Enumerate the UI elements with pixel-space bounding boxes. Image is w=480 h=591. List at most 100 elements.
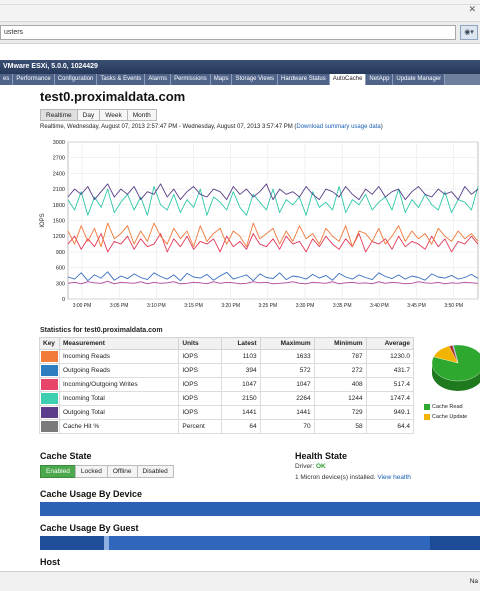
- cell-average: 64.4: [365, 419, 415, 434]
- cache-pie-chart: [431, 344, 480, 391]
- key-swatch: [39, 363, 60, 378]
- column-header-latest[interactable]: Latest: [221, 337, 261, 350]
- table-row[interactable]: Incoming Total IOPS 2150 2264 1244 1747.4: [39, 391, 415, 406]
- cache-state-locked-button[interactable]: Locked: [74, 465, 108, 478]
- view-tab-week[interactable]: Week: [99, 109, 128, 121]
- cache-state-title: Cache State: [40, 451, 92, 461]
- series-line-incoming-reads: [67, 222, 479, 248]
- y-tick-label: 2700: [53, 156, 65, 162]
- x-tick-label: 3:20 PM: [221, 303, 240, 309]
- page-title: test0.proximaldata.com: [40, 89, 186, 104]
- browser-tab-bar: ✕: [0, 0, 480, 22]
- x-tick-label: 3:05 PM: [110, 303, 129, 309]
- table-row[interactable]: Outgoing Reads IOPS 394 572 272 431.7: [39, 363, 415, 378]
- vsphere-tabs: es Performance Configuration Tasks & Events…: [0, 74, 480, 85]
- legend-label: Cache Update: [432, 414, 468, 420]
- x-tick-label: 3:40 PM: [370, 303, 389, 309]
- address-bar: usters ◉▾: [0, 22, 480, 44]
- key-swatch: [39, 391, 60, 406]
- tab-update-manager[interactable]: Update Manager: [393, 74, 446, 85]
- legend-swatch: [424, 404, 430, 410]
- close-icon[interactable]: ✕: [468, 4, 476, 14]
- y-tick-label: 1200: [53, 234, 65, 240]
- table-row[interactable]: Outgoing Total IOPS 1441 1441 729 949.1: [39, 405, 415, 420]
- table-row[interactable]: Cache Hit % Percent 64 70 58 64.4: [39, 419, 415, 434]
- cell-measurement: Incoming Total: [58, 391, 180, 406]
- cell-measurement: Outgoing Total: [58, 405, 180, 420]
- usage-by-guest-bar[interactable]: [40, 536, 480, 550]
- y-tick-label: 300: [56, 281, 65, 287]
- y-tick-label: 2100: [53, 187, 65, 193]
- tab-strip: [0, 4, 480, 5]
- cell-latest: 1047: [221, 377, 261, 392]
- tab-autocache[interactable]: AutoCache: [329, 74, 367, 85]
- color-swatch: [41, 393, 58, 404]
- column-header-average[interactable]: Average: [365, 337, 415, 350]
- view-health-link[interactable]: View health: [377, 474, 411, 481]
- view-tab-realtime[interactable]: Realtime: [40, 109, 78, 121]
- column-header-units[interactable]: Units: [178, 337, 223, 350]
- x-tick-label: 3:50 PM: [444, 303, 463, 309]
- tab-tasks-events[interactable]: Tasks & Events: [97, 74, 146, 85]
- cell-average: 1230.0: [365, 349, 415, 364]
- cell-units: IOPS: [178, 377, 223, 392]
- download-summary-link[interactable]: Download summary usage data: [296, 124, 381, 130]
- pie-slice: [452, 345, 459, 364]
- cell-average: 1747.4: [365, 391, 415, 406]
- y-tick-label: 1800: [53, 203, 65, 209]
- cell-measurement: Incoming Reads: [58, 349, 180, 364]
- usage-by-device-title: Cache Usage By Device: [40, 489, 143, 499]
- cache-state-toggle: Enabled Locked Offline Disabled: [40, 465, 174, 478]
- x-tick-label: 3:35 PM: [333, 303, 352, 309]
- tab-permissions[interactable]: Permissions: [171, 74, 211, 85]
- y-tick-label: 0: [62, 297, 65, 303]
- cell-maximum: 572: [259, 363, 315, 378]
- guest-segment[interactable]: [430, 536, 480, 550]
- tab-maps[interactable]: Maps: [210, 74, 233, 85]
- x-tick-label: 3:45 PM: [407, 303, 426, 309]
- view-tab-month[interactable]: Month: [126, 109, 157, 121]
- guest-segment[interactable]: [40, 536, 104, 550]
- series-line-cache-hit-: [67, 280, 479, 285]
- column-header-measurement[interactable]: Measurement: [58, 337, 180, 350]
- table-row[interactable]: Incoming/Outgoing Writes IOPS 1047 1047 408 5…: [39, 377, 415, 392]
- x-tick-label: 3:15 PM: [184, 303, 203, 309]
- column-header-maximum[interactable]: Maximum: [259, 337, 315, 350]
- legend-swatch: [424, 414, 430, 420]
- tab-configuration[interactable]: Configuration: [54, 74, 98, 85]
- guest-segment[interactable]: [104, 536, 109, 550]
- iops-chart: 0 300 600 900 1200 1500 1800 2100 2400 2700 3000 3:…: [40, 140, 479, 309]
- cell-maximum: 1441: [259, 405, 315, 420]
- tab-es[interactable]: es: [0, 74, 14, 85]
- cell-units: IOPS: [178, 391, 223, 406]
- tab-performance[interactable]: Performance: [13, 74, 55, 85]
- globe-icon[interactable]: ◉▾: [460, 25, 478, 40]
- column-header-minimum[interactable]: Minimum: [313, 337, 367, 350]
- cell-units: Percent: [178, 419, 223, 434]
- status-text: Na: [469, 578, 478, 585]
- y-axis-label: IOPS: [40, 213, 46, 227]
- cell-average: 517.4: [365, 377, 415, 392]
- x-tick-label: 3:00 PM: [73, 303, 92, 309]
- usage-by-guest-title: Cache Usage By Guest: [40, 523, 139, 533]
- tab-netapp[interactable]: NetApp: [366, 74, 394, 85]
- stats-title: Statistics for test0.proximaldata.com: [40, 327, 163, 334]
- guest-segment[interactable]: [109, 536, 430, 550]
- view-tab-day[interactable]: Day: [76, 109, 101, 121]
- cell-latest: 1441: [221, 405, 261, 420]
- cache-state-enabled-button[interactable]: Enabled: [40, 465, 76, 478]
- time-range: Realtime, Wednesday, August 07, 2013 2:5…: [40, 124, 383, 130]
- table-row[interactable]: Incoming Reads IOPS 1103 1633 787 1230.0: [39, 349, 415, 364]
- cache-state-disabled-button[interactable]: Disabled: [136, 465, 174, 478]
- key-swatch: [39, 377, 60, 392]
- column-header-key[interactable]: Key: [39, 337, 60, 350]
- tab-alarms[interactable]: Alarms: [145, 74, 172, 85]
- cache-state-offline-button[interactable]: Offline: [106, 465, 138, 478]
- cell-latest: 64: [221, 419, 261, 434]
- address-input[interactable]: usters: [0, 25, 456, 40]
- cell-minimum: 729: [313, 405, 367, 420]
- devices-text: 1 Micron device(s) installed.: [295, 474, 378, 481]
- tab-storage-views[interactable]: Storage Views: [232, 74, 279, 85]
- usage-by-device-bar[interactable]: [40, 502, 480, 516]
- tab-hardware-status[interactable]: Hardware Status: [278, 74, 330, 85]
